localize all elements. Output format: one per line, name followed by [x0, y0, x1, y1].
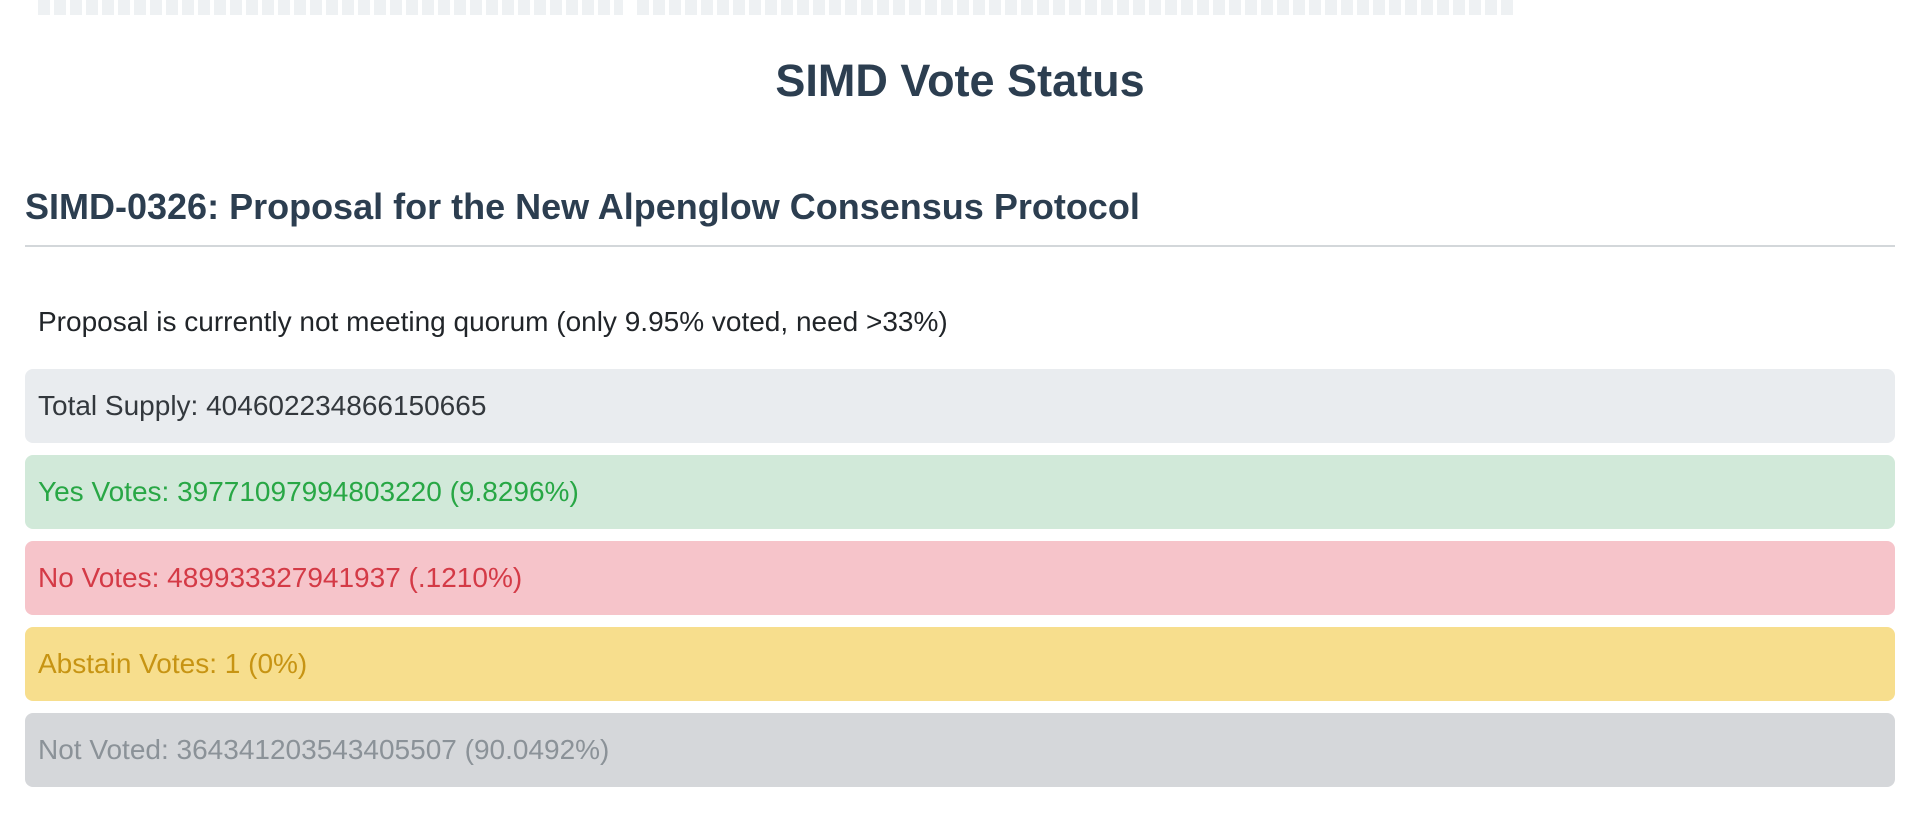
main-content: SIMD-0326: Proposal for the New Alpenglo… — [0, 186, 1920, 788]
heading-divider — [25, 244, 1895, 247]
proposal-heading: SIMD-0326: Proposal for the New Alpenglo… — [25, 186, 1140, 228]
vote-bar-abstain-votes: Abstain Votes: 1 (0%) — [25, 627, 1895, 702]
vote-bar-text: Abstain Votes: 1 (0%) — [38, 648, 308, 680]
quorum-status-text: Proposal is currently not meeting quorum… — [38, 305, 948, 337]
vote-bar-yes-votes: Yes Votes: 39771097994803220 (9.8296%) — [25, 455, 1895, 530]
vote-bar-list: Total Supply: 404602234866150665 Yes Vote… — [25, 369, 1895, 788]
vote-bar-text: No Votes: 489933327941937 (.1210%) — [38, 562, 523, 594]
vote-bar-text: Not Voted: 364341203543405507 (90.0492%) — [38, 734, 610, 766]
cutoff-strip-segment — [38, 0, 623, 15]
page-title: SIMD Vote Status — [775, 55, 1145, 106]
vote-bar-text: Total Supply: 404602234866150665 — [38, 390, 487, 422]
vote-bar-not-voted: Not Voted: 364341203543405507 (90.0492%) — [25, 713, 1895, 788]
vote-bar-text: Yes Votes: 39771097994803220 (9.8296%) — [38, 476, 579, 508]
cutoff-strip-segment — [637, 0, 1517, 15]
vote-bar-total-supply: Total Supply: 404602234866150665 — [25, 369, 1895, 444]
cutoff-top-strip — [38, 0, 1590, 15]
vote-bar-no-votes: No Votes: 489933327941937 (.1210%) — [25, 541, 1895, 616]
